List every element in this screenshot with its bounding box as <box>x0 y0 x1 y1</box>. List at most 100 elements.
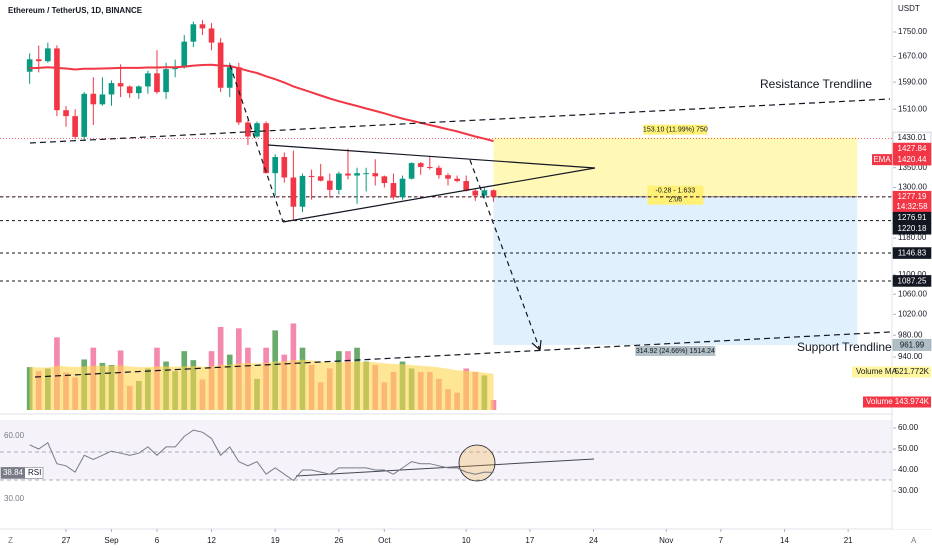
currency-label: USDT <box>898 4 920 13</box>
y-tick-label: 1020.00 <box>898 309 927 318</box>
ema-line <box>29 63 494 143</box>
candle-body <box>181 41 188 68</box>
candle-body <box>26 59 33 72</box>
x-tick-label: 19 <box>271 536 280 545</box>
ui-icon-right[interactable]: A <box>911 536 917 545</box>
y-tick-label: 1670.00 <box>898 52 927 61</box>
rsi-band <box>0 420 892 480</box>
price-badge-label: 1146.83 <box>898 248 927 257</box>
rsi-pane: 60.00 30.00 38.84 RSI <box>0 429 494 503</box>
wave-line <box>229 64 284 223</box>
price-badge-label: 1220.18 <box>898 224 927 233</box>
candle-body <box>208 28 215 43</box>
candle-body <box>54 48 60 111</box>
x-tick-label: 17 <box>525 536 534 545</box>
candle-body <box>126 86 133 94</box>
price-badge <box>892 275 932 287</box>
candle-body <box>472 190 479 196</box>
candle-body <box>390 183 397 198</box>
candle-body <box>99 94 106 105</box>
countdown-label: 14:32:58 <box>896 202 928 211</box>
target-label-bg <box>643 124 708 135</box>
candle-body <box>490 190 497 197</box>
candle-body <box>281 156 288 178</box>
y-tick-label: 940.00 <box>898 352 923 361</box>
pennant-upper <box>267 144 596 169</box>
volume-ma-value: 521.772K <box>895 367 930 376</box>
volume-ma-area <box>29 359 494 410</box>
x-tick-label: Sep <box>104 536 119 545</box>
price-axis-bg <box>893 0 932 529</box>
y-tick-label: 980.00 <box>898 330 923 339</box>
rsi-tick-label: 40.00 <box>898 465 919 474</box>
volume-ma-badge-bg <box>852 366 931 378</box>
ui-icon-left[interactable]: Z <box>8 536 13 545</box>
support-trendline <box>34 331 891 378</box>
candle-body <box>199 24 206 29</box>
x-tick-label: 6 <box>155 536 160 545</box>
candle-body <box>354 173 360 176</box>
x-tick-label: Oct <box>378 536 391 545</box>
y-tick-label: 1100.00 <box>898 270 927 279</box>
candle-body <box>245 122 251 137</box>
x-tick-label: 7 <box>719 536 724 545</box>
candles <box>26 20 497 221</box>
price-badge-label: 961.99 <box>900 340 925 349</box>
entry-sub-label: 2.06 <box>669 197 683 204</box>
rsi-highlight <box>458 444 496 482</box>
rsi-tick-label: 50.00 <box>898 444 919 453</box>
candle-body <box>163 69 169 93</box>
candle-body <box>454 178 460 182</box>
volume-value: 143.974K <box>895 397 930 406</box>
ema-name-bg <box>872 154 892 166</box>
candle-body <box>408 163 415 179</box>
rsi-badge-value-bg <box>1 467 25 479</box>
volume-ma-name: Volume MA <box>856 367 898 376</box>
resistance-label: Resistance Trendline <box>760 77 872 91</box>
candle-body <box>154 73 160 93</box>
candle-body <box>308 175 315 177</box>
entry-label: -0.28 - 1.633 <box>656 188 696 195</box>
rsi-name: RSI <box>28 468 41 477</box>
candle-body <box>336 173 342 190</box>
price-badge-label: 1087.25 <box>898 276 927 285</box>
rsi-line <box>29 429 494 482</box>
price-badge-label: 1420.44 <box>898 155 927 164</box>
position-tool: 153.10 (11.99%) 750 -0.28 - 1.633 2.06 314.… <box>493 124 858 356</box>
y-tick-label: 1590.00 <box>898 77 927 86</box>
candle-body <box>317 176 324 181</box>
candle-body <box>299 175 306 207</box>
candle-body <box>463 181 470 191</box>
price-badge <box>892 247 932 259</box>
drawings <box>29 64 891 482</box>
support-label: Support Trendline <box>797 340 892 354</box>
projection-arrow <box>531 339 542 352</box>
candle-body <box>290 177 297 207</box>
resistance-trendline <box>29 98 891 144</box>
rsi-tick-label: 60.00 <box>898 423 919 432</box>
price-badge-label: 1430.01 <box>898 133 927 142</box>
pennant-lower <box>282 167 596 223</box>
candle-body <box>372 173 379 177</box>
stop-label: 314.92 (24.66%) 1514.24 <box>636 348 715 355</box>
x-tick-label: Nov <box>659 536 673 545</box>
stop-zone <box>493 196 858 345</box>
candle-body <box>172 67 178 70</box>
candle-body <box>326 180 333 190</box>
y-tick-label: 1300.00 <box>898 183 927 192</box>
rsi-left-tick-label: 60.00 <box>4 431 25 440</box>
candle-body <box>481 190 488 196</box>
x-tick-label: 26 <box>334 536 343 545</box>
candle-body <box>35 59 42 62</box>
candle-body <box>345 173 351 176</box>
candle-body <box>363 173 369 175</box>
x-tick-label: 10 <box>462 536 471 545</box>
candle-body <box>236 67 242 123</box>
candle-body <box>135 86 142 94</box>
candle-body <box>381 176 388 184</box>
volume-name: Volume <box>866 397 893 406</box>
y-tick-label: 1750.00 <box>898 27 927 36</box>
candle-body <box>272 156 279 174</box>
